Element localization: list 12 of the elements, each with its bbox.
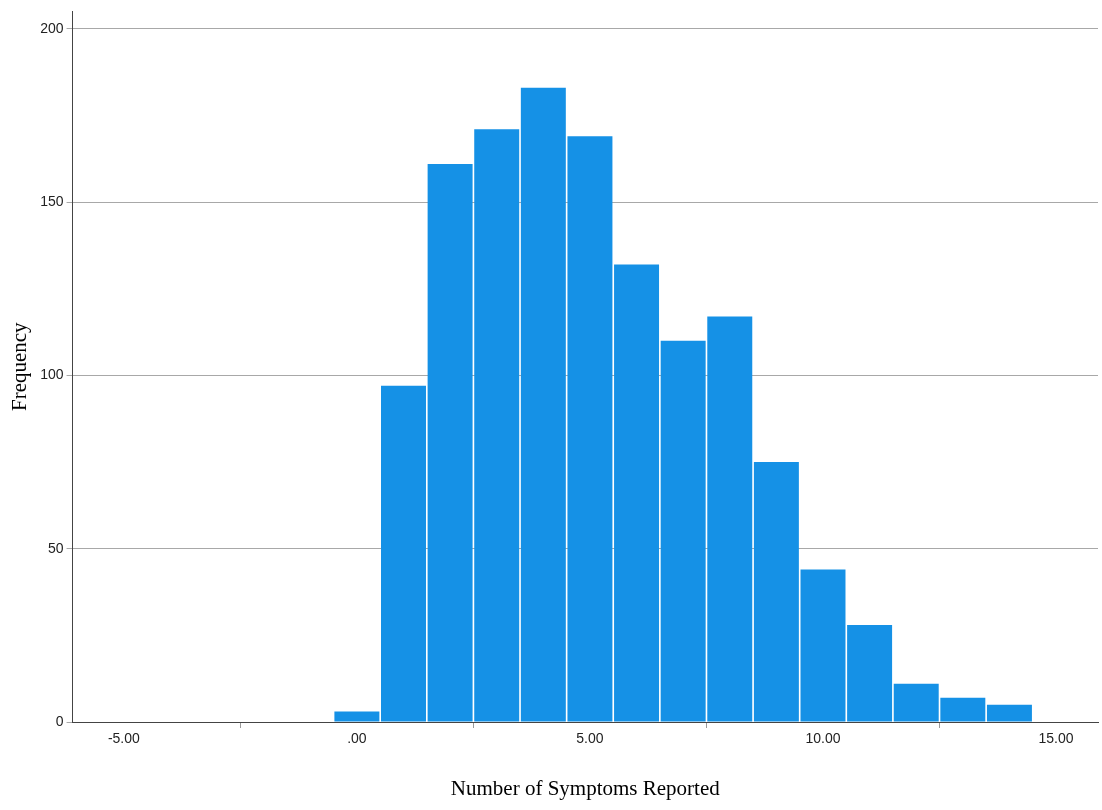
y-tick-label: 200 (40, 19, 64, 36)
x-tick-label: .00 (347, 730, 367, 747)
x-axis-title: Number of Symptoms Reported (450, 775, 721, 800)
x-tick-label: 15.00 (1038, 730, 1074, 747)
y-tick-label: 100 (40, 366, 64, 383)
y-axis-title: Frequency (7, 321, 32, 412)
x-tick-label: 10.00 (805, 730, 841, 747)
x-tick-label: -5.00 (107, 730, 140, 747)
x-tick-label: 5.00 (576, 730, 604, 747)
y-tick-label: 150 (40, 192, 64, 209)
y-tick-label: 0 (55, 712, 64, 729)
y-tick-label: 50 (47, 539, 64, 556)
